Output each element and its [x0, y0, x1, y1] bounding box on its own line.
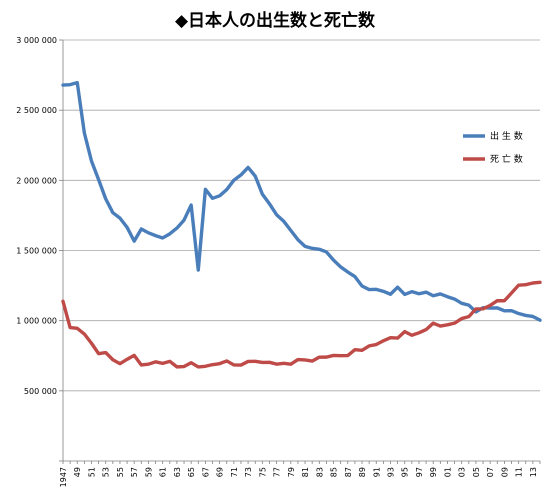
y-tick-label: 2 000 000	[16, 176, 57, 185]
x-tick-label: 05	[472, 467, 481, 477]
series-lines	[61, 80, 542, 369]
x-tick-label: 83	[315, 467, 324, 477]
y-tick-label: 2 500 000	[16, 106, 57, 115]
legend: 出 生 数死 亡 数	[463, 130, 523, 165]
x-tick-label: 49	[73, 467, 82, 477]
x-tick-label: 1947	[59, 467, 68, 487]
x-tick-label: 69	[216, 467, 225, 477]
x-tick-label: 51	[87, 467, 96, 477]
x-tick-label: 99	[429, 467, 438, 477]
x-tick-label: 81	[301, 467, 310, 477]
x-tick-label: 61	[159, 467, 168, 477]
x-tick-label: 09	[500, 467, 509, 477]
x-tick-label: 63	[173, 467, 182, 477]
x-tick-label: 59	[144, 467, 153, 477]
y-tick-label: 1 500 000	[16, 247, 57, 256]
x-axis-tick-labels: 1947 49 51 53 55 57 59 61 63 65 67 69 71 73 75 77 79 81 83…	[59, 461, 541, 487]
x-tick-label: 53	[102, 467, 111, 477]
x-tick-label: 95	[401, 467, 410, 477]
x-tick-label: 57	[130, 467, 139, 477]
x-tick-label: 55	[116, 467, 125, 477]
y-tick-label: 3 000 000	[16, 36, 57, 45]
x-tick-label: 07	[486, 467, 495, 477]
x-tick-label: 79	[287, 467, 296, 477]
x-tick-label: 87	[344, 467, 353, 477]
x-tick-label: 67	[201, 467, 210, 477]
y-tick-label: 500 000	[24, 387, 57, 396]
x-tick-label: 73	[244, 467, 253, 477]
legend-label-0: 出 生 数	[490, 130, 523, 142]
series-line-1	[61, 280, 542, 369]
x-tick-label: 89	[358, 467, 367, 477]
chart-title: ◆日本人の出生数と死亡数	[175, 10, 376, 31]
x-tick-label: 91	[372, 467, 381, 477]
legend-label-1: 死 亡 数	[490, 153, 523, 165]
x-tick-label: 03	[458, 467, 467, 477]
x-tick-label: 77	[273, 467, 282, 477]
x-tick-label: 93	[386, 467, 395, 477]
gridlines	[63, 39, 540, 392]
x-tick-label: 13	[529, 467, 538, 477]
x-tick-label: 71	[230, 467, 239, 477]
x-tick-label: 65	[187, 467, 196, 477]
x-tick-label: 01	[443, 467, 452, 477]
x-tick-label: 75	[258, 467, 267, 477]
x-tick-label: 85	[330, 467, 339, 477]
y-tick-label: 1 000 000	[16, 317, 57, 326]
x-tick-label: 11	[515, 467, 524, 477]
series-line-0	[61, 80, 542, 322]
y-axis-tick-labels: 500 000 1 000 000 1 500 000 2 000 000 2 500 …	[16, 36, 63, 462]
x-tick-label: 97	[415, 467, 424, 477]
